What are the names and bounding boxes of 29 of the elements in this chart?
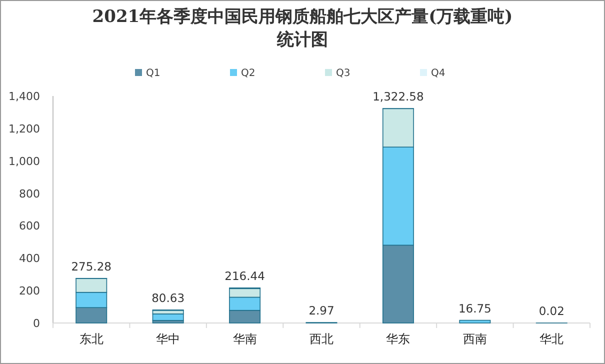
legend-label: Q3: [336, 68, 350, 79]
x-tick-label: 华东: [386, 332, 410, 346]
total-label: 275.28: [71, 259, 112, 274]
x-tick-label: 华南: [232, 332, 257, 346]
bar: [459, 320, 491, 324]
x-tick-label: 华中: [156, 332, 180, 346]
total-label: 1,322.58: [372, 90, 424, 104]
y-tick-label: 1,200: [8, 122, 40, 136]
total-label: 2.97: [308, 304, 334, 318]
x-tick-label: 华北: [540, 332, 564, 346]
y-tick-label: 1,400: [8, 90, 40, 103]
bar: [152, 314, 184, 321]
y-tick-label: 0: [33, 317, 40, 330]
legend-label: Q2: [241, 68, 256, 79]
total-label: 216.44: [224, 268, 265, 283]
y-tick-label: 400: [19, 252, 40, 266]
legend-label: Q4: [431, 68, 446, 79]
x-tick-label: 西南: [462, 332, 487, 346]
y-tick-label: 600: [19, 220, 40, 233]
y-tick-label: 200: [19, 284, 40, 298]
total-label: 16.75: [458, 301, 492, 316]
x-tick-label: 东北: [79, 332, 104, 346]
y-tick-label: 800: [19, 187, 40, 200]
x-tick-label: 西北: [310, 332, 334, 346]
legend-label: Q1: [146, 68, 160, 79]
total-label: 0.02: [538, 304, 564, 318]
chart-title: 2021年各季度中国民用钢质船舶七大区产量(万载重吨)统计图: [91, 6, 514, 52]
y-tick-label: 1,000: [8, 154, 40, 168]
total-label: 80.63: [152, 290, 185, 305]
